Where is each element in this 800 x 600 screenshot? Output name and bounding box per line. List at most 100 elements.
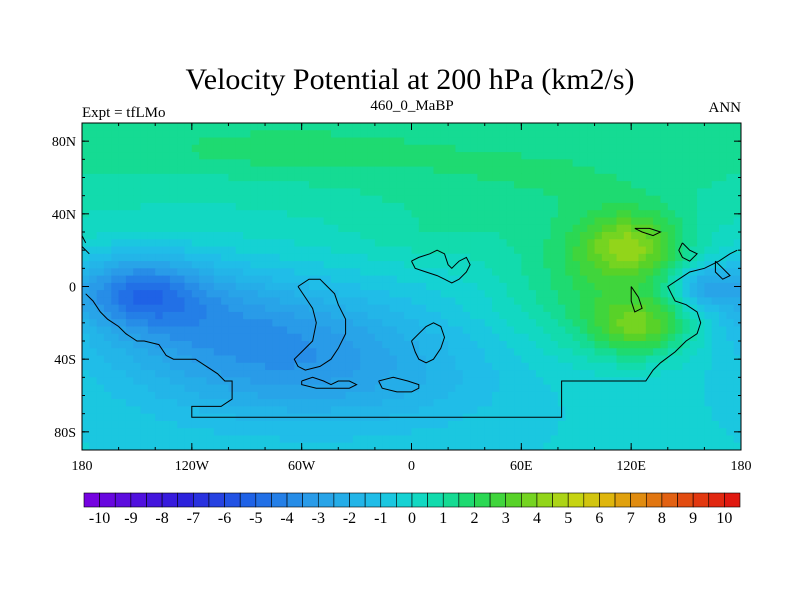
field-cell	[89, 326, 98, 335]
field-cell	[199, 166, 208, 175]
field-cell	[147, 370, 156, 378]
field-cell	[667, 195, 676, 204]
field-cell	[492, 275, 500, 284]
field-cell	[294, 181, 303, 189]
field-cell	[418, 144, 427, 153]
field-cell	[133, 159, 142, 168]
field-cell	[111, 159, 120, 168]
field-cell	[367, 319, 376, 328]
field-cell	[616, 341, 625, 349]
field-cell	[330, 304, 339, 313]
field-cell	[689, 261, 698, 269]
field-cell	[660, 311, 669, 320]
field-cell	[543, 144, 552, 153]
field-cell	[719, 282, 727, 291]
field-cell	[697, 391, 705, 400]
field-cell	[587, 341, 596, 349]
field-cell	[609, 442, 618, 450]
field-cell	[118, 217, 127, 226]
field-cell	[594, 181, 603, 189]
field-cell	[448, 195, 457, 204]
field-cell	[213, 297, 222, 306]
field-cell	[433, 370, 442, 378]
field-cell	[411, 399, 420, 407]
field-cell	[169, 420, 178, 429]
field-cell	[689, 341, 698, 349]
field-cell	[257, 123, 266, 131]
field-cell	[697, 362, 705, 371]
field-cell	[565, 413, 574, 422]
field-cell	[257, 442, 266, 450]
field-cell	[535, 239, 544, 248]
field-cell	[82, 333, 90, 342]
field-cell	[338, 435, 347, 444]
field-cell	[733, 326, 741, 335]
field-cell	[418, 362, 427, 371]
field-cell	[360, 137, 369, 146]
field-cell	[616, 428, 625, 437]
field-cell	[162, 239, 171, 248]
field-cell	[169, 275, 178, 284]
field-cell	[506, 239, 515, 248]
field-cell	[543, 341, 552, 349]
field-cell	[638, 362, 647, 371]
field-cell	[711, 442, 720, 450]
field-cell	[287, 246, 295, 255]
field-cell	[667, 130, 676, 139]
field-cell	[345, 137, 354, 146]
field-cell	[499, 442, 508, 450]
field-cell	[440, 341, 449, 349]
field-cell	[711, 282, 720, 291]
field-cell	[140, 377, 149, 386]
field-cell	[235, 282, 244, 291]
field-cell	[579, 159, 588, 168]
field-cell	[682, 333, 691, 342]
field-cell	[125, 275, 134, 284]
field-cell	[316, 239, 325, 248]
field-cell	[125, 188, 134, 197]
field-cell	[462, 144, 471, 153]
field-cell	[360, 224, 369, 233]
field-cell	[89, 290, 98, 298]
field-cell	[82, 406, 90, 415]
field-cell	[638, 326, 647, 335]
field-cell	[550, 290, 559, 298]
field-cell	[213, 232, 222, 240]
field-cell	[440, 319, 449, 328]
field-cell	[265, 130, 273, 139]
field-cell	[455, 442, 464, 450]
field-cell	[133, 210, 142, 219]
field-cell	[653, 202, 662, 211]
field-cell	[279, 377, 288, 386]
field-cell	[169, 246, 178, 255]
field-cell	[199, 152, 208, 160]
field-cell	[528, 362, 537, 371]
field-cell	[543, 246, 552, 255]
field-cell	[477, 319, 486, 328]
field-cell	[484, 217, 493, 226]
field-cell	[206, 232, 215, 240]
field-cell	[616, 130, 625, 139]
field-cell	[601, 442, 610, 450]
field-cell	[191, 159, 200, 168]
field-cell	[191, 123, 200, 131]
field-cell	[257, 188, 266, 197]
field-cell	[418, 275, 427, 284]
field-cell	[426, 144, 435, 153]
field-cell	[82, 275, 90, 284]
field-cell	[301, 275, 310, 284]
field-cell	[411, 362, 420, 371]
field-cell	[162, 217, 171, 226]
field-cell	[213, 406, 222, 415]
field-cell	[645, 442, 654, 450]
field-cell	[719, 406, 727, 415]
field-cell	[265, 391, 273, 400]
field-cell	[374, 275, 383, 284]
field-cell	[572, 282, 581, 291]
field-cell	[587, 384, 596, 393]
field-cell	[675, 130, 684, 139]
field-cell	[440, 173, 449, 182]
field-cell	[323, 442, 332, 450]
field-cell	[660, 377, 669, 386]
field-cell	[514, 202, 522, 211]
